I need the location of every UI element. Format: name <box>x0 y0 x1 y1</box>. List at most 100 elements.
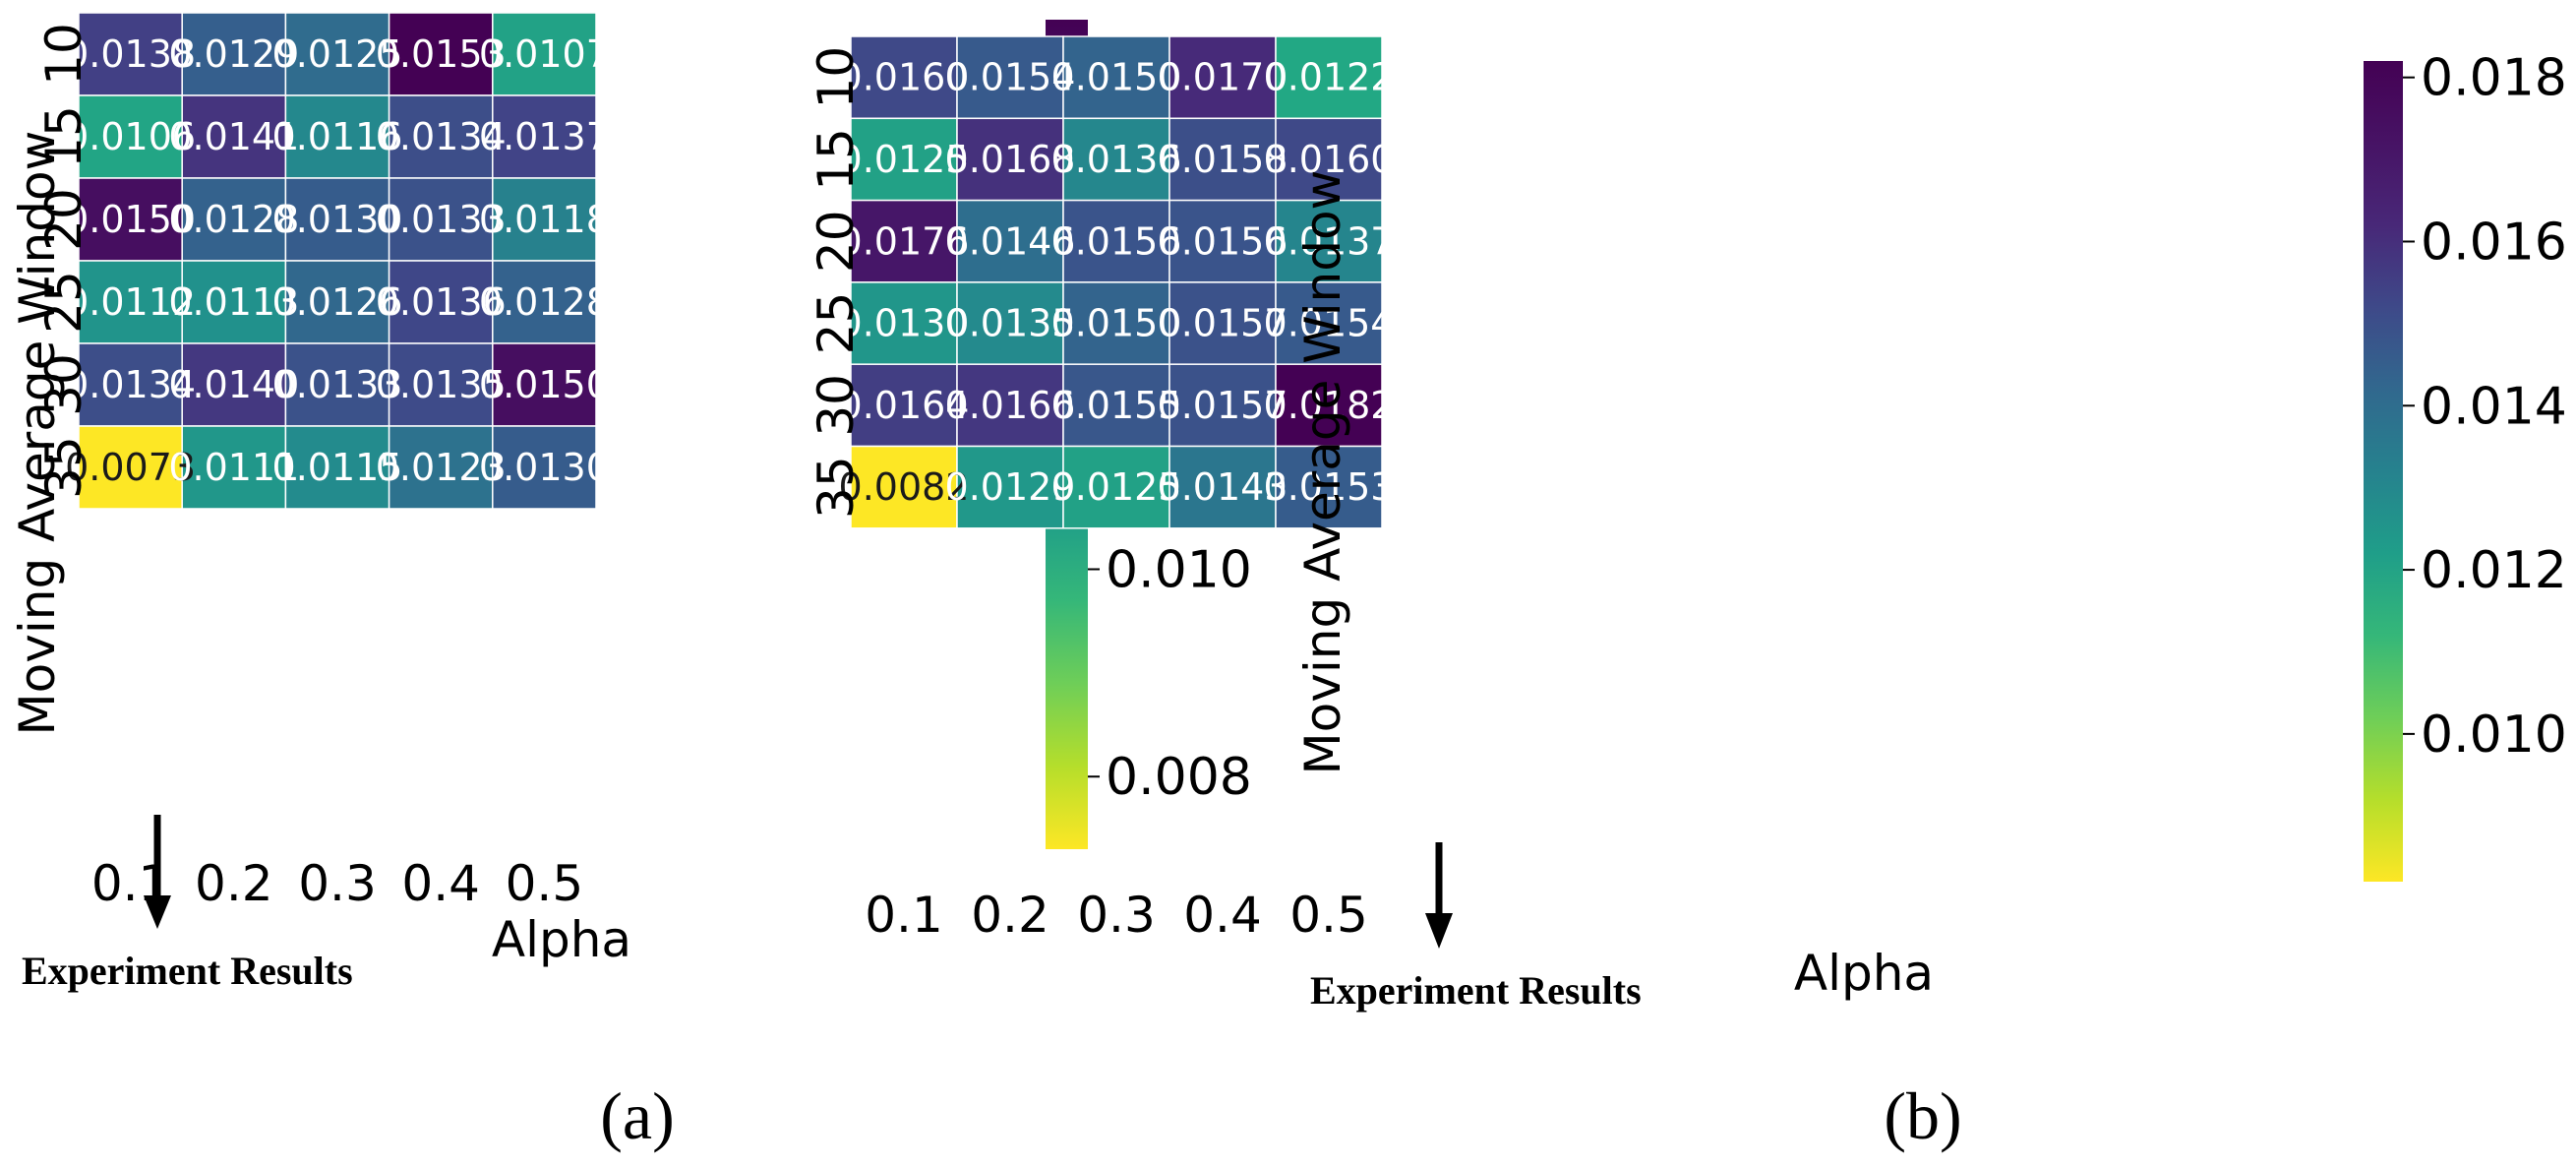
heatmap-b-cell-label: 0.0150 <box>1051 302 1182 345</box>
heatmap-a-cell-label: 0.0118 <box>479 198 610 241</box>
heatmap-b-cell-label: 0.0154 <box>945 56 1076 99</box>
heatmap-a-cell <box>492 342 597 427</box>
heatmap-a-cell <box>388 260 494 344</box>
heatmap-a-cell-label: 0.0123 <box>376 446 507 489</box>
heatmap-a-cell-label: 0.0107 <box>479 32 610 76</box>
heatmap-a-ytick-labels: 10 15 20 25 30 35 <box>35 23 92 499</box>
heatmap-b-cell-label: 0.0129 <box>945 465 1076 509</box>
heatmap-a-cell-labels: 0.01380.01290.01250.01530.01070.01060.01… <box>65 32 610 489</box>
heatmap-b-cell <box>956 117 1064 202</box>
heatmap-b-cell-label: 0.0176 <box>839 219 970 263</box>
heatmap-a-cell <box>284 94 390 179</box>
heatmap-b-cell-label: 0.0122 <box>1264 56 1395 99</box>
heatmap-b-xlabel: Alpha <box>1794 945 1934 1002</box>
heatmap-a-cell-label: 0.0116 <box>272 115 403 158</box>
heatmap-a-cell-label: 0.0130 <box>272 198 403 241</box>
heatmap-a-cell-label: 0.0137 <box>479 115 610 158</box>
heatmap-a-xtick-label: 0.3 <box>298 855 377 912</box>
heatmap-a-xtick-label: 0.2 <box>195 855 273 912</box>
annotation-a: Experiment Results <box>22 815 353 993</box>
heatmap-a-cell <box>492 425 597 510</box>
heatmap-b-cell <box>850 281 958 365</box>
heatmap-b-cell <box>850 199 958 283</box>
panel-label-b: (b) <box>1884 1078 1961 1153</box>
heatmap-a-cells <box>78 12 597 510</box>
heatmap-a-cell-label: 0.0150 <box>65 198 196 241</box>
heatmap-a-cell <box>388 12 494 96</box>
heatmap-b-cell <box>850 35 958 120</box>
heatmap-a-ytick-label: 15 <box>35 105 92 168</box>
heatmap-b-cell-label: 0.0154 <box>1264 302 1395 345</box>
heatmap-a-cell <box>388 177 494 262</box>
heatmap-panel-b: 0.01600.01540.01500.01700.01220.01250.01… <box>808 35 2567 1153</box>
heatmap-b-cell <box>956 363 1064 448</box>
heatmap-b-cell-label: 0.0158 <box>1158 138 1288 181</box>
heatmap-b-ylabel: Moving Average Window <box>1294 170 1351 775</box>
heatmap-b-cell <box>850 117 958 202</box>
heatmap-b-cell-labels: 0.01600.01540.01500.01700.01220.01250.01… <box>839 56 1395 510</box>
heatmap-a-cell <box>78 94 183 179</box>
heatmap-b-cell <box>956 281 1064 365</box>
heatmap-a-cell <box>388 425 494 510</box>
heatmap-a-cell <box>492 260 597 344</box>
heatmap-a-cell-label: 0.0133 <box>376 198 507 241</box>
heatmap-b-cell-label: 0.0164 <box>839 384 970 427</box>
heatmap-b-cell-label: 0.0150 <box>1051 56 1182 99</box>
heatmap-a-cell-label: 0.0073 <box>65 446 196 489</box>
heatmap-a-cell <box>78 12 183 96</box>
heatmap-a-cell <box>181 342 287 427</box>
heatmap-a-cell <box>181 177 287 262</box>
heatmap-b-cell-label: 0.0170 <box>1158 56 1288 99</box>
heatmap-b-ytick-labels: 10 15 20 25 30 35 <box>808 46 865 519</box>
colorbar-b-tick-label: 0.012 <box>2421 541 2567 600</box>
heatmap-a-cell-label: 0.0113 <box>168 280 299 324</box>
heatmap-a-ytick-label: 30 <box>35 353 92 416</box>
colorbar-a-tick-label: 0.010 <box>1106 540 1252 599</box>
heatmap-a-cell-label: 0.0130 <box>479 446 610 489</box>
heatmap-b-cell <box>1275 199 1383 283</box>
heatmap-a-cell-label: 0.0115 <box>272 446 403 489</box>
colorbar-b-tick-label: 0.016 <box>2421 213 2567 272</box>
heatmap-a-cell <box>78 342 183 427</box>
heatmap-b-ytick-label: 25 <box>808 292 865 355</box>
heatmap-b-cell-label: 0.0143 <box>1158 465 1288 509</box>
heatmap-b-cell-label: 0.0156 <box>1051 219 1182 263</box>
heatmap-b-cell <box>1275 445 1383 529</box>
heatmap-b-cell <box>1062 445 1170 529</box>
heatmap-panel-a: 0.01380.01290.01250.01530.01070.01060.01… <box>9 12 1252 1153</box>
heatmap-a-xtick-label: 0.4 <box>401 855 480 912</box>
colorbar-b: 0.010 0.012 0.014 0.016 0.018 <box>2364 49 2567 882</box>
heatmap-b-xtick-label: 0.5 <box>1289 887 1368 944</box>
heatmap-a-cell <box>284 425 390 510</box>
colorbar-b-gradient <box>2364 61 2403 882</box>
arrow-a-head <box>144 895 171 929</box>
heatmap-b-cell-label: 0.0155 <box>1051 384 1182 427</box>
heatmap-a-xlabel: Alpha <box>492 911 631 968</box>
heatmap-a-cell-label: 0.0112 <box>65 280 196 324</box>
heatmap-b-cell <box>1062 35 1170 120</box>
heatmap-a-cell-label: 0.0134 <box>376 115 507 158</box>
heatmap-b-cell <box>956 445 1064 529</box>
heatmap-b-cell <box>1062 363 1170 448</box>
heatmap-b-cell-label: 0.0160 <box>839 56 970 99</box>
heatmap-b-cell <box>956 199 1064 283</box>
annotation-b-text: Experiment Results <box>1310 968 1642 1013</box>
heatmap-b-cell <box>850 363 958 448</box>
annotation-a-text: Experiment Results <box>22 949 353 993</box>
heatmap-a-cell <box>284 12 390 96</box>
heatmap-b-cell-label: 0.0160 <box>1264 138 1395 181</box>
heatmap-b-cell-label: 0.0168 <box>945 138 1076 181</box>
heatmap-b-xtick-labels: 0.1 0.2 0.3 0.4 0.5 <box>865 887 1368 944</box>
heatmap-b-ytick-label: 35 <box>808 456 865 519</box>
heatmap-b-cells <box>850 35 1383 529</box>
heatmap-b-cell-label: 0.0157 <box>1158 302 1288 345</box>
heatmap-b-cell-label: 0.0125 <box>1051 465 1182 509</box>
heatmap-b-xtick-label: 0.1 <box>865 887 943 944</box>
heatmap-a-cell <box>284 260 390 344</box>
heatmap-b-cell <box>1168 281 1277 365</box>
heatmap-a-cell-label: 0.0106 <box>65 115 196 158</box>
heatmap-b-cell-label: 0.0157 <box>1158 384 1288 427</box>
heatmap-b-cell-label: 0.0136 <box>1051 138 1182 181</box>
heatmap-a-cell <box>492 94 597 179</box>
